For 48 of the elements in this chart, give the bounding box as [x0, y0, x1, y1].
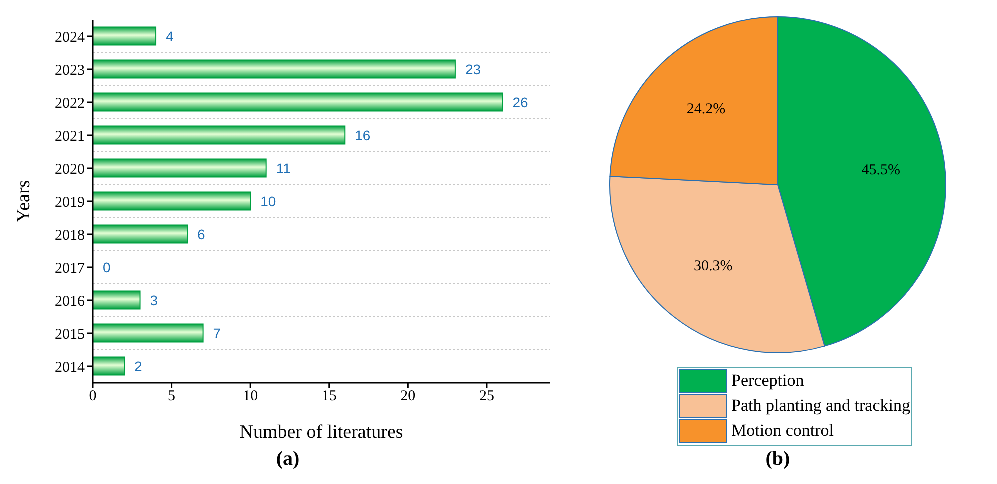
data-label: 16 — [355, 128, 371, 144]
legend-label: Perception — [732, 371, 804, 391]
y-axis-title: Years — [14, 180, 35, 223]
x-tick-label: 15 — [322, 388, 337, 405]
bar — [93, 324, 204, 343]
text: (b) — [764, 448, 792, 471]
y-tick-label: 2024 — [55, 30, 86, 46]
x-tick-label: 10 — [243, 388, 258, 405]
data-label: 2 — [134, 358, 143, 374]
bar — [93, 60, 456, 79]
data-label: 11 — [276, 160, 292, 176]
legend-label: Motion control — [732, 421, 834, 441]
data-label: 10 — [260, 194, 276, 210]
data-label: 45.5% — [862, 162, 900, 178]
bar — [93, 158, 267, 178]
data-label: 23 — [465, 62, 482, 78]
y-tick-label: 2017 — [55, 260, 86, 277]
data-label: 0 — [103, 260, 111, 276]
data-label: 30.3% — [694, 258, 733, 275]
data-label: 26 — [512, 94, 529, 110]
x-tick-label: 20 — [400, 388, 416, 405]
y-tick-label: 2016 — [55, 294, 86, 310]
bar — [93, 224, 188, 244]
bar — [93, 290, 141, 310]
data-label: 6 — [198, 226, 206, 242]
y-tick-label: 2020 — [55, 162, 85, 178]
data-label: 24.2% — [686, 102, 726, 118]
y-tick-label: 2014 — [55, 360, 86, 376]
data-label: 4 — [166, 28, 174, 44]
text: (a) — [275, 448, 301, 471]
x-tick-label: 25 — [479, 388, 494, 405]
bar — [93, 126, 346, 145]
legend-label: Path planting and tracking — [732, 396, 910, 416]
x-tick-label: 0 — [89, 388, 97, 405]
bar — [93, 92, 504, 112]
x-axis-title: Number of literatures — [240, 422, 404, 443]
bar — [93, 356, 126, 376]
data-label: 3 — [150, 292, 158, 308]
y-tick-label: 2015 — [55, 326, 85, 343]
y-tick-label: 2018 — [55, 228, 85, 244]
y-tick-label: 2023 — [55, 62, 85, 79]
y-tick-label: 2019 — [55, 194, 85, 211]
bar — [93, 26, 157, 46]
y-tick-label: 2022 — [55, 96, 85, 112]
bar — [93, 192, 252, 211]
x-tick-label: 5 — [168, 388, 176, 405]
data-label: 7 — [213, 326, 222, 342]
y-tick-label: 2021 — [55, 128, 85, 145]
